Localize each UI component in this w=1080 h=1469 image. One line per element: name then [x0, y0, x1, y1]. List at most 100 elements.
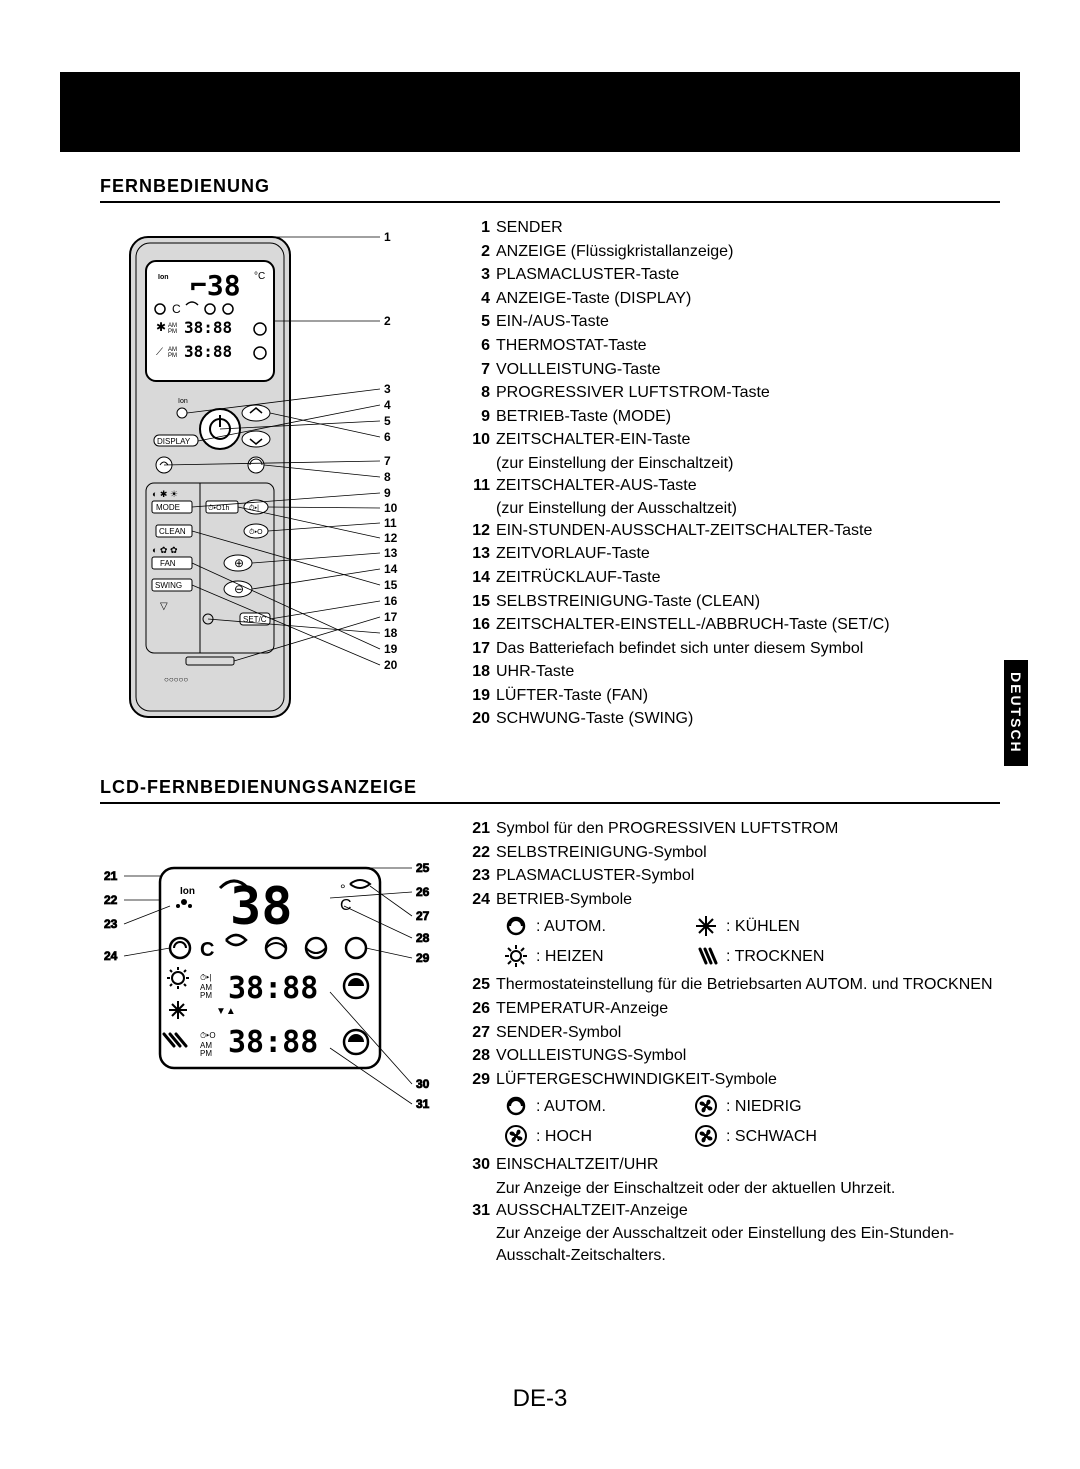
item-number: 28	[464, 1045, 490, 1067]
lcd-diagram-col: Ion 38 ° C C	[100, 818, 440, 1266]
symbol-cell: : AUTOM.	[504, 1094, 684, 1118]
symbol-cell: : KÜHLEN	[694, 914, 874, 938]
svg-text:21: 21	[104, 869, 118, 883]
item-number: 16	[464, 614, 490, 636]
item-number: 7	[464, 359, 490, 381]
fan3-icon	[694, 1094, 718, 1118]
symbol-label: : HOCH	[536, 1126, 592, 1148]
item-text: BETRIEB-Taste (MODE)	[496, 406, 671, 428]
svg-text:▽: ▽	[160, 601, 168, 612]
svg-text:⊕: ⊕	[234, 556, 244, 570]
svg-text:4: 4	[384, 398, 391, 412]
list-item: 17Das Batteriefach befindet sich unter d…	[464, 638, 1000, 660]
list-item: 18UHR-Taste	[464, 661, 1000, 683]
svg-text:◐ ✱ ☀: ◐ ✱ ☀	[152, 489, 178, 499]
section2-title: LCD-FERNBEDIENUNGSANZEIGE	[100, 777, 1000, 798]
item-number: 23	[464, 865, 490, 887]
item-number: 6	[464, 335, 490, 357]
item-text: SENDER	[496, 217, 563, 239]
item-number: 15	[464, 591, 490, 613]
list-item: 1 SENDER	[464, 217, 1000, 239]
item-text: PLASMACLUSTER-Symbol	[496, 865, 694, 887]
item-number: 1	[464, 217, 490, 239]
item-number: 26	[464, 998, 490, 1020]
item-text: PROGRESSIVER LUFTSTROM-Taste	[496, 382, 770, 404]
svg-text:19: 19	[384, 642, 398, 656]
symbol-label: : AUTOM.	[536, 1096, 606, 1118]
item-text: Symbol für den PROGRESSIVEN LUFTSTROM	[496, 818, 838, 840]
list-item: 30EINSCHALTZEIT/UHR	[464, 1154, 1000, 1176]
list-item: 27SENDER-Symbol	[464, 1022, 1000, 1044]
symbol-label: : TROCKNEN	[726, 946, 824, 968]
item-text: ZEITVORLAUF-Taste	[496, 543, 650, 565]
svg-text:38:88: 38:88	[184, 318, 232, 337]
svg-text:⌐38: ⌐38	[190, 269, 241, 302]
item-text: EIN-/AUS-Taste	[496, 311, 609, 333]
item-text: TEMPERATUR-Anzeige	[496, 998, 668, 1020]
svg-text:10: 10	[384, 501, 398, 515]
item-text: SENDER-Symbol	[496, 1022, 621, 1044]
symbol-label: : SCHWACH	[726, 1126, 817, 1148]
svg-text:⏱▸O: ⏱▸O	[200, 1031, 216, 1040]
svg-text:9: 9	[384, 486, 391, 500]
item-subtext: (zur Einstellung der Ausschaltzeit)	[496, 498, 1000, 520]
list-item: 26 TEMPERATUR-Anzeige	[464, 998, 1000, 1020]
language-tab: DEUTSCH	[1004, 660, 1028, 766]
item-number: 29	[464, 1069, 490, 1091]
list-item: 28 VOLLLEISTUNGS-Symbol	[464, 1045, 1000, 1067]
item-number: 2	[464, 241, 490, 263]
list-item: 10ZEITSCHALTER-EIN-Taste	[464, 429, 1000, 451]
svg-text:°C: °C	[254, 271, 265, 282]
list-item: 7VOLLLEISTUNG-Taste	[464, 359, 1000, 381]
svg-text:○○○○○: ○○○○○	[164, 675, 188, 684]
list-item: 22SELBSTREINIGUNG-Symbol	[464, 842, 1000, 864]
svg-text:38:88: 38:88	[184, 342, 232, 361]
svg-text:2: 2	[384, 314, 391, 328]
svg-text:PM: PM	[200, 991, 212, 1000]
list-item: 20SCHWUNG-Taste (SWING)	[464, 708, 1000, 730]
svg-text:22: 22	[104, 893, 118, 907]
item-number: 22	[464, 842, 490, 864]
item-number: 20	[464, 708, 490, 730]
svg-text:23: 23	[104, 917, 118, 931]
section1-underline	[100, 201, 1000, 203]
item-text: BETRIEB-Symbole	[496, 889, 632, 911]
svg-text:38:88: 38:88	[228, 1025, 318, 1060]
svg-text:28: 28	[416, 931, 430, 945]
svg-text:Ion: Ion	[180, 886, 195, 897]
list-item: 6THERMOSTAT-Taste	[464, 335, 1000, 357]
item-subtext: (zur Einstellung der Einschaltzeit)	[496, 453, 1000, 475]
list-item: 15SELBSTREINIGUNG-Taste (CLEAN)	[464, 591, 1000, 613]
list-item: 23 PLASMACLUSTER-Symbol	[464, 865, 1000, 887]
item-text: VOLLLEISTUNGS-Symbol	[496, 1045, 686, 1067]
svg-text:27: 27	[416, 909, 430, 923]
svg-text:✱: ✱	[156, 320, 166, 334]
svg-text:◐ ✿ ✿: ◐ ✿ ✿	[152, 545, 178, 555]
svg-text:DISPLAY: DISPLAY	[157, 437, 191, 446]
section1-row: Ion ⌐38 °C C ✱ AM PM 38:88 ⟋ AM	[100, 217, 1000, 737]
dry-icon	[694, 944, 718, 968]
svg-text:6: 6	[384, 430, 391, 444]
svg-text:38: 38	[230, 877, 293, 937]
section1-title: FERNBEDIENUNG	[100, 176, 1000, 197]
item-text: PLASMACLUSTER-Taste	[496, 264, 679, 286]
list-item: 11ZEITSCHALTER-AUS-Taste	[464, 475, 1000, 497]
list-item: 3PLASMACLUSTER-Taste	[464, 264, 1000, 286]
item-text: AUSSCHALTZEIT-Anzeige	[496, 1200, 688, 1222]
autom-icon	[504, 1094, 528, 1118]
item-number: 11	[464, 475, 490, 497]
list-item: 16ZEITSCHALTER-EINSTELL-/ABBRUCH-Taste (…	[464, 614, 1000, 636]
item-number: 14	[464, 567, 490, 589]
svg-text:⟋: ⟋	[156, 347, 163, 358]
svg-text:PM: PM	[168, 329, 177, 335]
svg-text:15: 15	[384, 578, 398, 592]
fan1-icon	[504, 1124, 528, 1148]
list-item: 19LÜFTER-Taste (FAN)	[464, 685, 1000, 707]
item-number: 21	[464, 818, 490, 840]
item-text: EIN-STUNDEN-AUSSCHALT-ZEITSCHALTER-Taste	[496, 520, 872, 542]
item-number: 13	[464, 543, 490, 565]
svg-text:29: 29	[416, 951, 430, 965]
svg-text:FAN: FAN	[160, 559, 176, 568]
item-number: 4	[464, 288, 490, 310]
svg-text:7: 7	[384, 454, 391, 468]
